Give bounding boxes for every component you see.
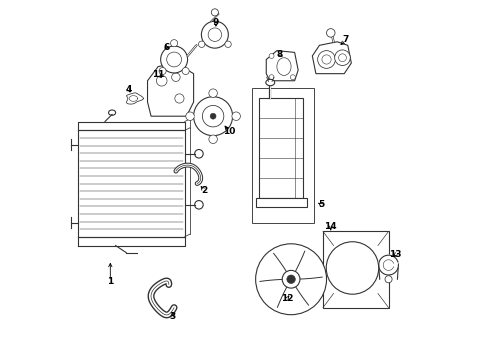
Polygon shape <box>379 255 398 275</box>
Circle shape <box>175 94 184 103</box>
Text: 14: 14 <box>324 222 337 231</box>
Circle shape <box>172 73 180 81</box>
Text: 5: 5 <box>318 200 324 209</box>
Text: 4: 4 <box>125 85 132 94</box>
Bar <box>252 88 314 222</box>
Text: 10: 10 <box>223 127 235 136</box>
Circle shape <box>156 76 167 86</box>
Text: 9: 9 <box>213 18 219 27</box>
Circle shape <box>198 41 205 48</box>
Text: 3: 3 <box>169 312 175 321</box>
Circle shape <box>209 135 218 144</box>
Polygon shape <box>147 63 194 116</box>
Bar <box>256 198 307 207</box>
Text: 7: 7 <box>343 36 349 45</box>
Circle shape <box>269 54 274 58</box>
Circle shape <box>186 112 195 121</box>
Ellipse shape <box>277 58 291 76</box>
Circle shape <box>385 276 392 283</box>
Polygon shape <box>312 42 351 74</box>
Circle shape <box>225 41 231 48</box>
Text: 1: 1 <box>107 276 114 285</box>
Circle shape <box>291 75 295 80</box>
Text: 13: 13 <box>390 250 402 259</box>
Circle shape <box>256 244 326 315</box>
Circle shape <box>161 46 188 73</box>
Text: 8: 8 <box>276 50 283 59</box>
Circle shape <box>335 50 350 66</box>
Ellipse shape <box>266 79 275 86</box>
Circle shape <box>159 67 166 75</box>
Circle shape <box>210 113 216 119</box>
Circle shape <box>194 97 233 136</box>
Circle shape <box>209 89 218 98</box>
Circle shape <box>171 40 178 47</box>
Text: 6: 6 <box>163 42 170 51</box>
Bar <box>259 99 303 198</box>
Circle shape <box>182 67 189 75</box>
Circle shape <box>326 29 335 37</box>
Text: 11: 11 <box>152 70 165 79</box>
Circle shape <box>326 242 379 294</box>
Circle shape <box>282 270 300 288</box>
Circle shape <box>269 75 274 80</box>
Text: 2: 2 <box>201 186 207 195</box>
Polygon shape <box>126 93 144 104</box>
Circle shape <box>232 112 241 121</box>
Text: 12: 12 <box>281 294 293 303</box>
Bar <box>323 231 389 307</box>
Circle shape <box>201 21 228 48</box>
Polygon shape <box>266 51 298 81</box>
Circle shape <box>318 51 335 68</box>
Circle shape <box>287 275 295 283</box>
Circle shape <box>211 9 219 16</box>
